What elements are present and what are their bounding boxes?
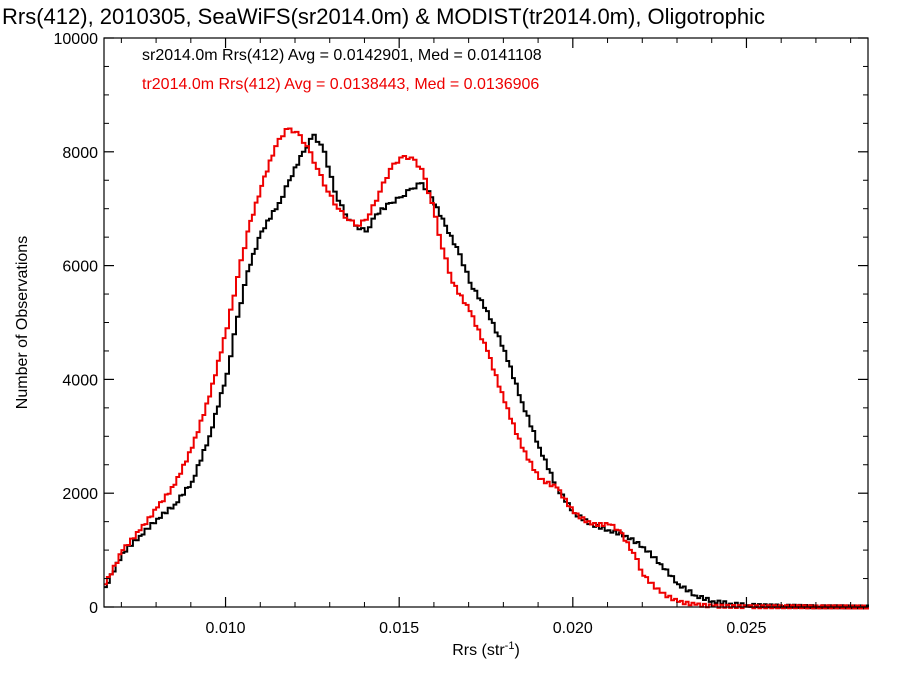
y-axis-label: Number of Observations: [14, 236, 31, 409]
ticks-layer: 0 2000 4000 6000 8000 10000 0.010 0.015 0.020 0.0…: [54, 31, 868, 637]
x-tick-label: 0.020: [553, 620, 593, 637]
x-tick-label: 0.015: [379, 620, 419, 637]
series-line-0: [104, 133, 869, 610]
series-line-1: [104, 127, 869, 610]
series-layer: [104, 127, 869, 610]
y-tick-label: 4000: [62, 372, 98, 389]
x-tick-label: 0.010: [206, 620, 246, 637]
x-axis-label: Rrs (str-1): [452, 640, 520, 659]
x-tick-label: 0.025: [726, 620, 766, 637]
plot-frame: [103, 37, 869, 608]
y-tick-label: 0: [89, 600, 98, 617]
y-tick-label: 8000: [62, 145, 98, 162]
y-tick-label: 10000: [54, 31, 99, 48]
legend: sr2014.0m Rrs(412) Avg = 0.0142901, Med …: [142, 47, 542, 93]
legend-entry-1: tr2014.0m Rrs(412) Avg = 0.0138443, Med …: [142, 76, 539, 93]
y-tick-label: 6000: [62, 259, 98, 276]
y-tick-label: 2000: [62, 486, 98, 503]
chart-title: Rrs(412), 2010305, SeaWiFS(sr2014.0m) & …: [2, 4, 765, 29]
legend-entry-0: sr2014.0m Rrs(412) Avg = 0.0142901, Med …: [142, 47, 542, 64]
